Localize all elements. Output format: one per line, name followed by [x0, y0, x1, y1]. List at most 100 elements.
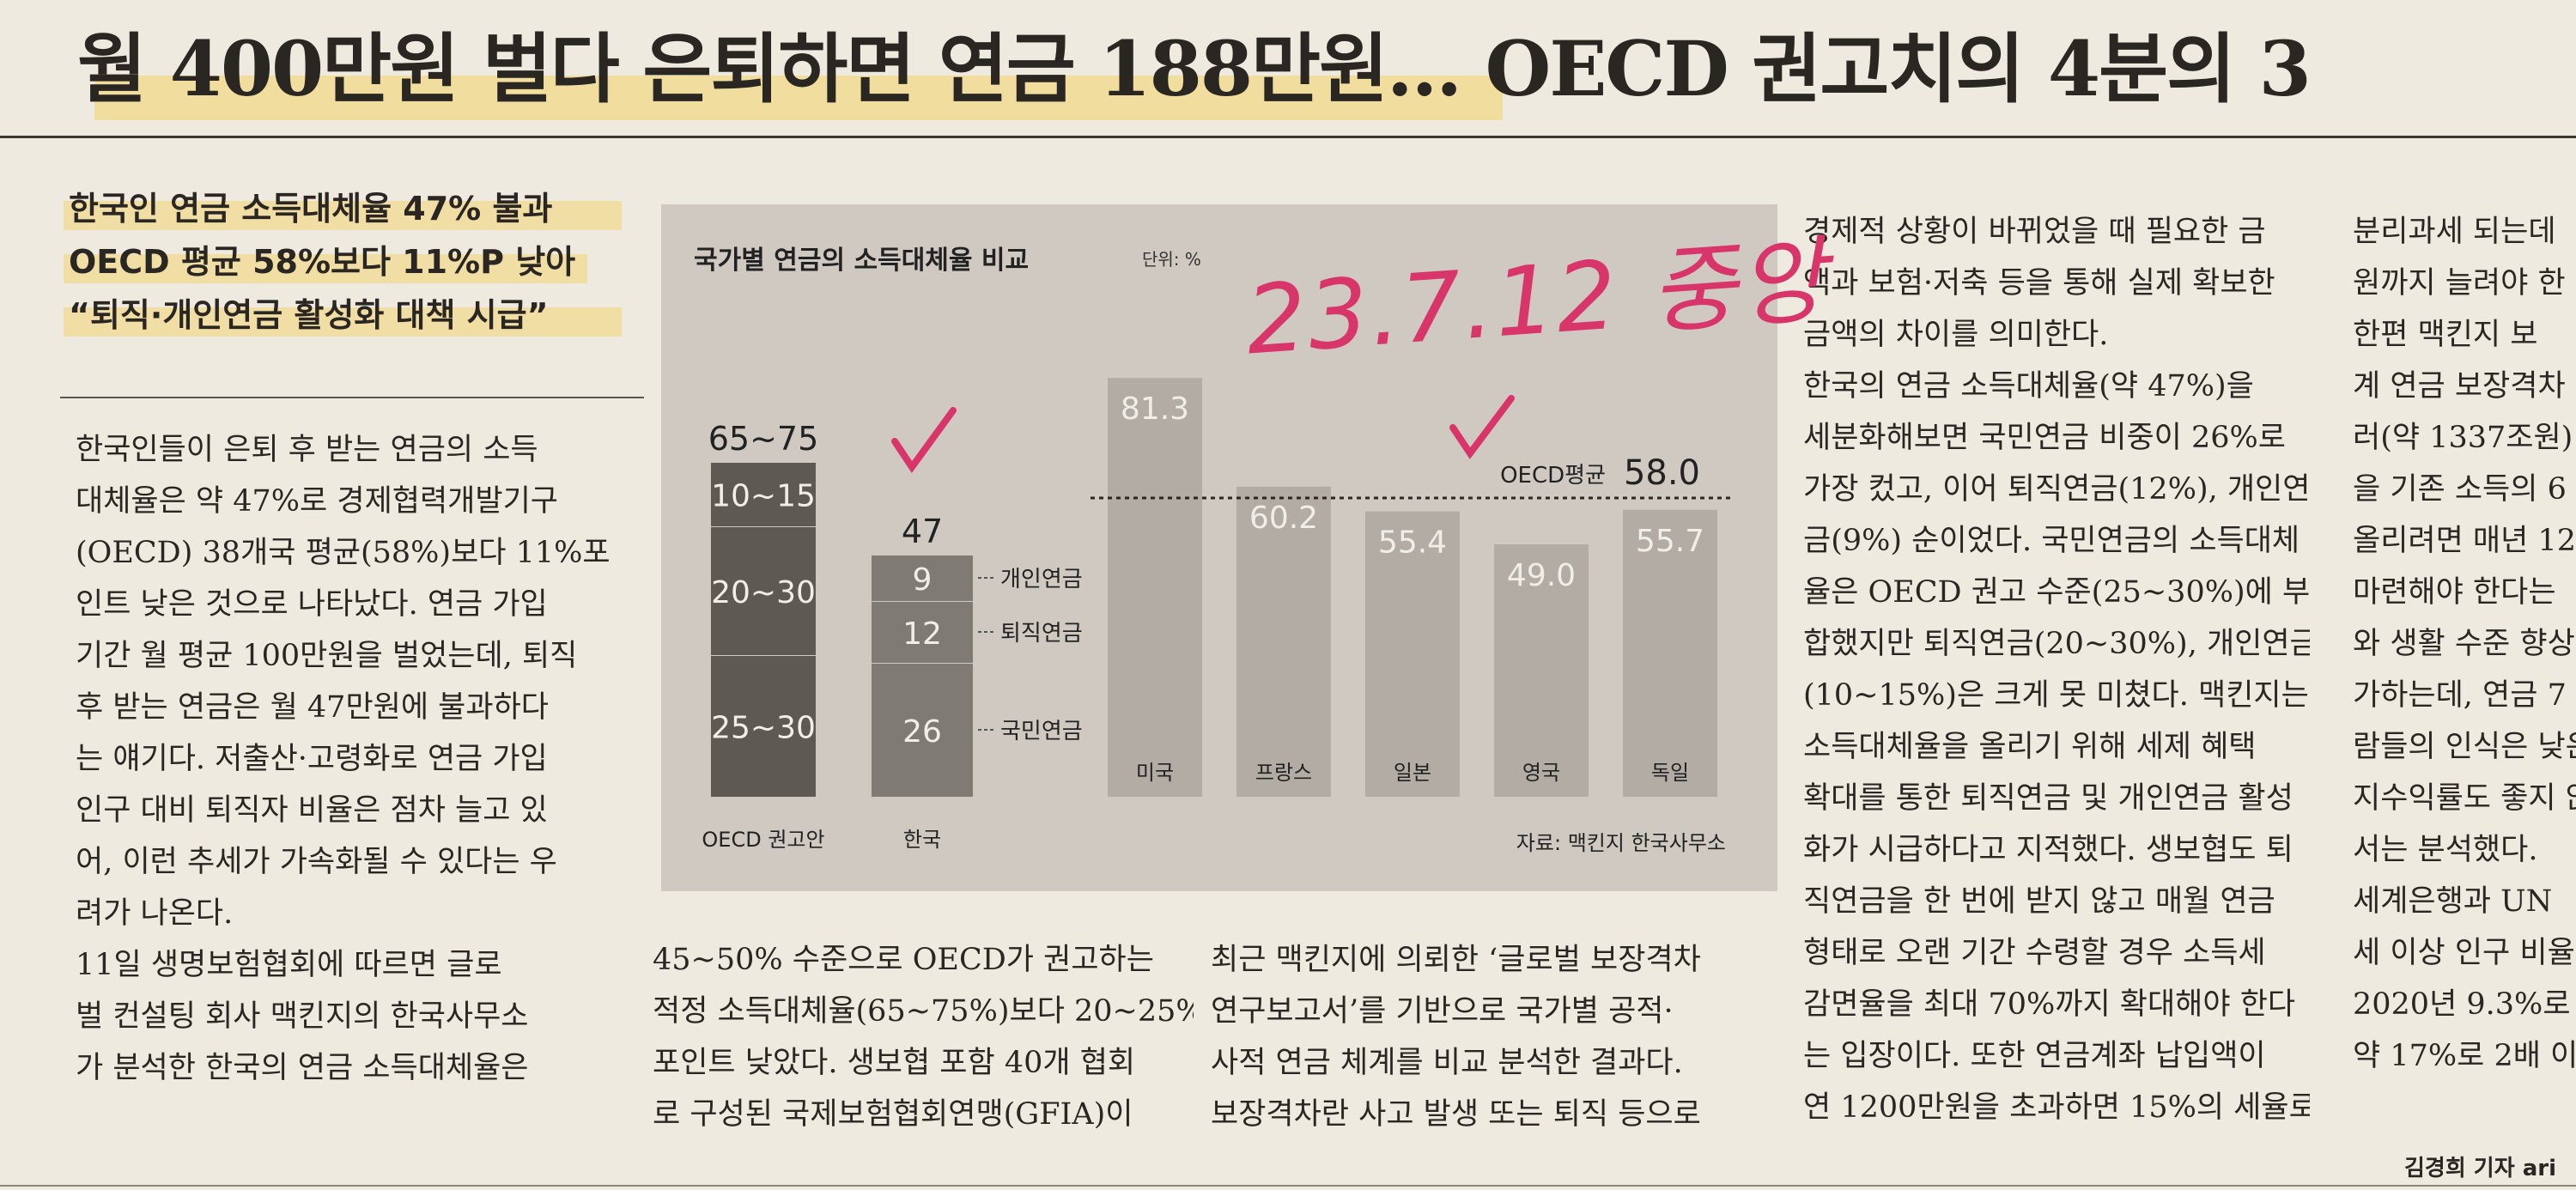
article-line: 세계은행과 UN — [2353, 884, 2553, 919]
bar-segment — [872, 601, 973, 663]
article-line: 45~50% 수준으로 OECD가 권고하는 — [653, 943, 1154, 977]
article-line: 포인트 낮았다. 생보협 포함 40개 협회 — [653, 1046, 1136, 1080]
headline: 월 400만원 벌다 은퇴하면 연금 188만원… OECD 권고치의 4분의 … — [77, 17, 2533, 120]
segment-label: 12 — [902, 616, 942, 652]
highlighter-mark — [64, 254, 587, 283]
chart-canvas: 25~30 20~30 10~15 65~75 OECD 권고안 26 국민연금 12 퇴직연금… — [702, 378, 1735, 855]
article-line: 벌 컨설팅 회사 맥킨지의 한국사무소 — [76, 999, 529, 1034]
segment-label: 10~15 — [711, 479, 816, 514]
article-line: 원까지 늘려야 한 — [2353, 266, 2566, 301]
x-tick-label: 일본 — [1394, 761, 1431, 785]
subhead-line: OECD 평균 58%보다 11%P 낮아 — [69, 243, 576, 281]
article-line: 연구보고서’를 기반으로 국가별 공적· — [1211, 994, 1674, 1029]
x-tick-label: OECD 권고안 — [702, 828, 824, 852]
segment-name-label: 국민연금 — [1000, 719, 1083, 744]
article-line: 경제적 상황이 바뀌었을 때 필요한 금 — [1803, 215, 2266, 249]
article-line: 세 이상 인구 비율 — [2353, 936, 2575, 970]
article-line: 는 입장이다. 또한 연금계좌 납입액이 — [1803, 1039, 2266, 1073]
highlighter-mark — [64, 201, 622, 230]
article-line: 가하는데, 연금 7 — [2353, 678, 2567, 713]
article-line: 인트 낮은 것으로 나타났다. 연금 가입 — [76, 587, 548, 622]
article-line: 직연금을 한 번에 받지 않고 매월 연금 — [1803, 884, 2275, 919]
bar-segment — [711, 655, 816, 797]
subhead-rule — [60, 397, 644, 398]
check-mark-icon — [891, 407, 957, 473]
article-line: 대체율은 약 47%로 경제협력개발기구 — [76, 484, 558, 519]
pension-chart: 국가별 연금의 소득대체율 비교 단위: % 25~30 20~30 10~15 65… — [661, 204, 1777, 891]
article-line: 후 받는 연금은 월 47만원에 불과하다 — [76, 690, 549, 725]
article-line: (OECD) 38개국 평균(58%)보다 11%포 — [76, 536, 611, 570]
article-line: 한편 맥킨지 보 — [2353, 318, 2538, 352]
x-tick-label: 미국 — [1136, 761, 1174, 785]
chart-source: 자료: 맥킨지 한국사무소 — [1516, 831, 1726, 855]
article-line: 는 얘기다. 저출산·고령화로 연금 가입 — [76, 742, 548, 776]
article-line: 연 1200만원을 초과하면 15%의 세율로 — [1803, 1090, 2310, 1125]
article-line: 감면율을 최대 70%까지 확대해야 한다 — [1803, 987, 2296, 1022]
bar-value-label: 81.3 — [1121, 392, 1189, 427]
article-line: 사적 연금 체계를 비교 분석한 결과다. — [1211, 1046, 1683, 1080]
highlighter-mark — [64, 307, 622, 337]
chart-unit: 단위: % — [1142, 249, 1201, 270]
article-line: 한국인들이 은퇴 후 받는 연금의 소득 — [76, 433, 538, 467]
article-line: 확대를 통한 퇴직연금 및 개인연금 활성 — [1803, 781, 2293, 816]
article-line: 와 생활 수준 향상 — [2353, 627, 2575, 661]
country-bar — [1365, 511, 1460, 797]
headline-text: 월 400만원 벌다 은퇴하면 연금 188만원… OECD 권고치의 4분의 … — [77, 24, 2312, 113]
article-line: 11일 생명보험협회에 따르면 글로 — [76, 948, 502, 982]
article-line: 가장 컸고, 이어 퇴직연금(12%), 개인연 — [1803, 472, 2310, 507]
segment-label: 9 — [913, 562, 933, 598]
bar-value-label: 55.7 — [1636, 524, 1704, 559]
byline: 김경희 기자 ari — [2404, 1156, 2556, 1181]
article-line: 람들의 인식은 낮은 — [2353, 730, 2576, 764]
article-line: 계 연금 보장격차 — [2353, 369, 2566, 404]
subhead: 한국인 연금 소득대체율 47% 불과 OECD 평균 58%보다 11%P 낮… — [64, 182, 635, 342]
article-line: 금액의 차이를 의미한다. — [1803, 318, 2109, 352]
chart-title: 국가별 연금의 소득대체율 비교 — [694, 246, 1030, 276]
article-line: 약 17%로 2배 이상 — [2353, 1039, 2576, 1073]
article-line: 세분화해보면 국민연금 비중이 26%로 — [1803, 421, 2286, 455]
country-bar — [1108, 378, 1202, 797]
bar-value-label: 49.0 — [1507, 558, 1576, 593]
bar-segment — [711, 462, 816, 526]
segment-label: 20~30 — [711, 575, 816, 610]
x-tick-label: 영국 — [1522, 761, 1560, 785]
country-bar — [1236, 486, 1331, 797]
bar-total-label: 47 — [902, 513, 943, 550]
article-line: 지수익률도 좋지 않 — [2353, 781, 2576, 816]
highlighter-mark — [94, 76, 1503, 120]
subhead-line: “퇴직·개인연금 활성화 대책 시급” — [69, 296, 549, 334]
article-line: 형태로 오랜 기간 수령할 경우 소득세 — [1803, 936, 2266, 970]
oecd-average-value: 58.0 — [1624, 453, 1700, 493]
segment-label: 26 — [902, 714, 942, 750]
article-line: 분리과세 되는데 — [2353, 215, 2556, 249]
article-line: 화가 시급하다고 지적했다. 생보협도 퇴 — [1803, 833, 2293, 867]
bar-value-label: 55.4 — [1378, 525, 1447, 561]
article-line: 소득대체율을 올리기 위해 세제 혜택 — [1803, 730, 2257, 764]
article-line: (10~15%)은 크게 못 미쳤다. 맥킨지는 — [1803, 678, 2309, 713]
article-line: 러(약 1337조원) — [2353, 421, 2573, 455]
oecd-average-label: OECD평균 — [1500, 463, 1606, 489]
segment-name-label: 개인연금 — [1000, 567, 1083, 592]
x-tick-label: 독일 — [1651, 761, 1689, 785]
country-bar — [1623, 509, 1717, 797]
segment-name-label: 퇴직연금 — [1000, 621, 1083, 647]
article-line: 로 구성된 국제보험협회연맹(GFIA)이 — [653, 1097, 1133, 1132]
article-line: 적정 소득대체율(65~75%)보다 20~25% — [653, 994, 1194, 1029]
article-line: 한국의 연금 소득대체율(약 47%)을 — [1803, 369, 2254, 404]
article-line: 기간 월 평균 100만원을 벌었는데, 퇴직 — [76, 639, 578, 673]
article-line: 금(9%) 순이었다. 국민연금의 소득대체 — [1803, 524, 2300, 558]
article-line: 합했지만 퇴직연금(20~30%), 개인연금 — [1803, 627, 2310, 661]
article-line: 액과 보험·저축 등을 통해 실제 확보한 — [1803, 266, 2275, 301]
bar-total-label: 65~75 — [708, 420, 819, 458]
article-line: 려가 나온다. — [76, 896, 234, 931]
article-line: 율은 OECD 권고 수준(25~30%)에 부 — [1803, 575, 2310, 610]
bottom-rule — [0, 1185, 2576, 1187]
check-mark-icon — [1449, 395, 1515, 459]
bar-value-label: 60.2 — [1249, 501, 1318, 536]
article-line: 인구 대비 퇴직자 비율은 점차 늘고 있 — [76, 793, 548, 828]
bar-segment — [872, 555, 973, 601]
article-line: 을 기존 소득의 6 — [2353, 472, 2567, 507]
